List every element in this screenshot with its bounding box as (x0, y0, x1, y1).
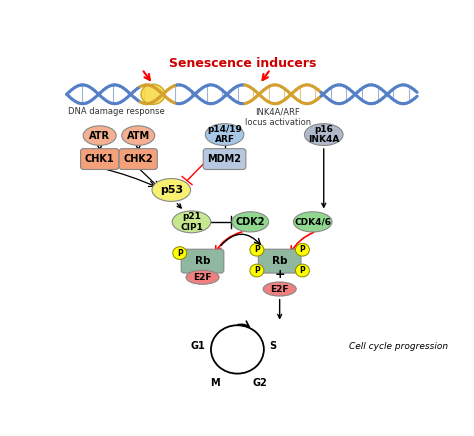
Circle shape (250, 243, 264, 256)
Text: Cell cycle progression: Cell cycle progression (349, 341, 448, 351)
Text: E2F: E2F (193, 273, 212, 282)
Text: P: P (254, 245, 260, 254)
Circle shape (295, 243, 310, 256)
Circle shape (173, 247, 187, 259)
Ellipse shape (205, 124, 244, 146)
Circle shape (250, 264, 264, 277)
Text: G1: G1 (191, 341, 205, 351)
Text: p53: p53 (160, 185, 183, 195)
FancyBboxPatch shape (81, 149, 119, 170)
Ellipse shape (263, 282, 296, 296)
Text: Senescence inducers: Senescence inducers (169, 57, 317, 70)
Ellipse shape (122, 126, 155, 145)
Text: G2: G2 (253, 378, 267, 388)
Text: +: + (274, 268, 285, 281)
Text: CHK1: CHK1 (85, 154, 115, 164)
FancyBboxPatch shape (203, 149, 246, 170)
Ellipse shape (304, 124, 343, 146)
Text: Rb: Rb (272, 256, 287, 266)
Text: E2F: E2F (270, 285, 289, 293)
Text: DNA damage response: DNA damage response (68, 107, 164, 116)
Text: INK4A/ARF
locus activation: INK4A/ARF locus activation (245, 107, 311, 127)
FancyBboxPatch shape (119, 149, 157, 170)
Text: CHK2: CHK2 (123, 154, 153, 164)
Text: CDK2: CDK2 (236, 217, 265, 227)
Ellipse shape (172, 211, 211, 233)
Text: P: P (300, 266, 305, 275)
Text: S: S (269, 341, 276, 351)
Ellipse shape (152, 179, 191, 201)
Ellipse shape (232, 212, 269, 232)
Text: P: P (177, 249, 182, 258)
Text: CDK4/6: CDK4/6 (294, 218, 331, 226)
Text: MDM2: MDM2 (208, 154, 242, 164)
Text: ATM: ATM (127, 130, 150, 140)
Ellipse shape (141, 84, 165, 104)
Text: Rb: Rb (195, 256, 210, 266)
Ellipse shape (83, 126, 116, 145)
FancyBboxPatch shape (258, 249, 301, 273)
Text: p16
INK4A: p16 INK4A (308, 125, 339, 144)
Text: p14/19
ARF: p14/19 ARF (207, 125, 242, 144)
Ellipse shape (186, 270, 219, 284)
Text: P: P (254, 266, 260, 275)
Text: M: M (210, 378, 220, 388)
Text: ATR: ATR (89, 130, 110, 140)
Text: p21
CIP1: p21 CIP1 (180, 212, 203, 232)
Ellipse shape (293, 212, 332, 232)
Circle shape (295, 264, 310, 277)
Text: P: P (300, 245, 305, 254)
FancyBboxPatch shape (181, 249, 224, 273)
Circle shape (211, 325, 264, 374)
